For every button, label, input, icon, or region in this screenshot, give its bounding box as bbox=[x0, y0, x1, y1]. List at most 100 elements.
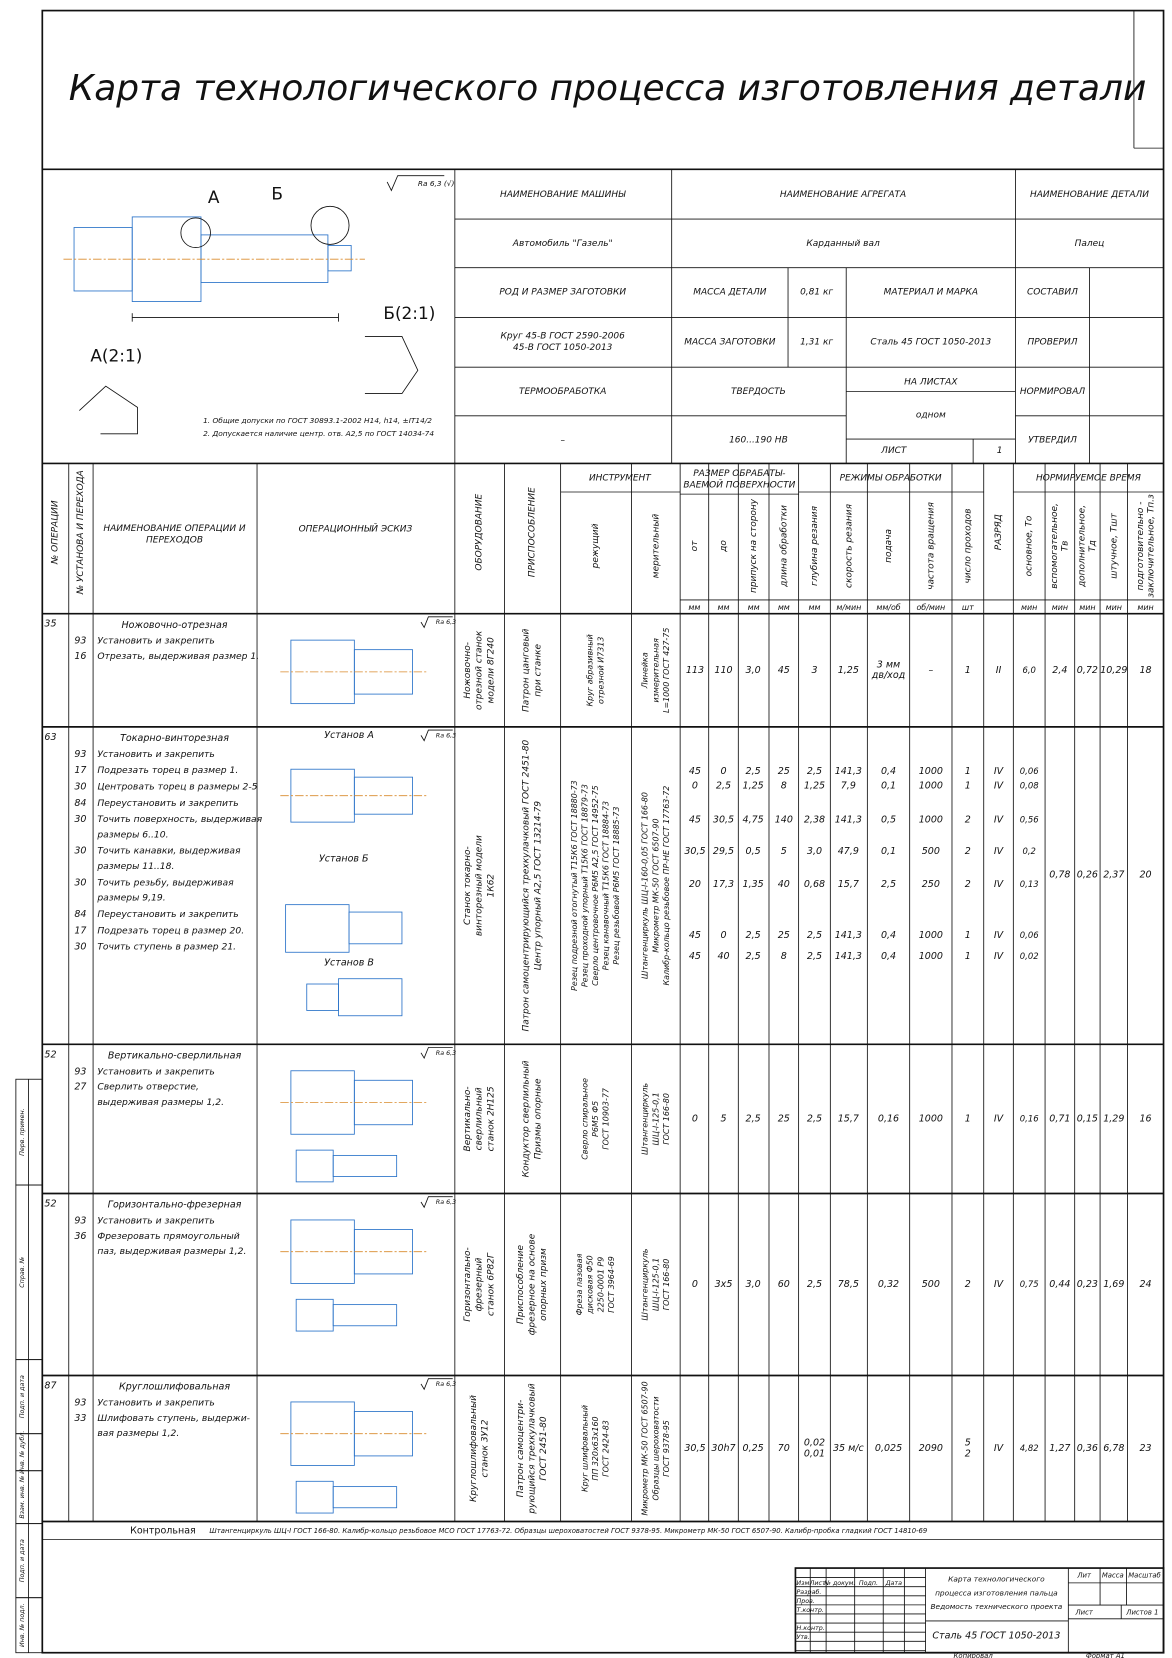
detail-circle bbox=[180, 217, 211, 249]
param: 4,82 bbox=[1020, 1443, 1039, 1453]
param: 2090 bbox=[919, 1443, 943, 1454]
param: 15,7 bbox=[838, 879, 859, 890]
param: 141,3 bbox=[835, 815, 862, 826]
param: 2,5 bbox=[807, 1279, 822, 1290]
param: 141,3 bbox=[835, 766, 862, 777]
measuring-tool: Калибр-кольцо резьбовое ПР-НЕ ГОСТ 17763… bbox=[662, 786, 671, 986]
step-code: 93 bbox=[74, 1398, 86, 1409]
param: 30,5 bbox=[684, 1443, 705, 1454]
equipment: станок 2Н125 bbox=[486, 1086, 496, 1151]
time: 0,71 bbox=[1049, 1113, 1070, 1124]
cutting-tool: дисковая Ф50 bbox=[586, 1255, 595, 1314]
param: 25 bbox=[778, 1113, 790, 1124]
param: 2,5 bbox=[881, 879, 896, 890]
fixture: Патрон самоцентрирующийся трехкулачковый… bbox=[522, 739, 532, 1031]
column-header: заключительное, Тп.з bbox=[1146, 494, 1156, 598]
param: 6,0 bbox=[1022, 665, 1035, 675]
column-header: ПРИСПОСОБЛЕНИЕ bbox=[528, 487, 538, 577]
detail-sketch bbox=[364, 336, 419, 395]
column-group: РАЗМЕР ОБРАБАТЫ- bbox=[693, 469, 785, 479]
param: 60 bbox=[778, 1279, 790, 1290]
fixture: опорных призм bbox=[539, 1248, 549, 1321]
fixture: ГОСТ 2451-80 bbox=[539, 1416, 549, 1481]
header-cell: Палец bbox=[1075, 239, 1105, 249]
cutting-tool: Резец подрезной отогнутый Т15К6 ГОСТ 188… bbox=[570, 780, 579, 991]
margin-label: Взам. инв. № bbox=[19, 1475, 26, 1518]
param: 2,5 bbox=[746, 1113, 761, 1124]
param: 30,5 bbox=[713, 815, 734, 826]
param: 25 bbox=[778, 930, 790, 941]
fixture: Приспособление bbox=[516, 1244, 526, 1324]
step-text: Установить и закрепить bbox=[97, 1398, 215, 1409]
measuring-tool: Линейка bbox=[641, 652, 650, 689]
step-text: размеры 9,19. bbox=[96, 893, 165, 904]
measuring-tool: ШЦ-I-125-0,1 bbox=[651, 1258, 660, 1311]
equipment: Круглошлифовальный bbox=[469, 1395, 479, 1502]
op-number: 52 bbox=[44, 1199, 56, 1210]
step-text: размеры 6..10. bbox=[96, 829, 168, 840]
stamp-label: Лит bbox=[1076, 1571, 1092, 1579]
time: 16 bbox=[1140, 1113, 1152, 1124]
text: 1. Общие допуски по ГОСТ 30893.1-2002 Н1… bbox=[203, 416, 432, 425]
step-text: размеры 11..18. bbox=[96, 861, 174, 872]
measuring-tool: Штангенциркуль ШЦ-I-160-0,05 ГОСТ 166-80 bbox=[641, 792, 650, 979]
param: 1000 bbox=[919, 781, 943, 792]
param: 110 bbox=[714, 665, 732, 676]
step-text: Сверлить отверстие, bbox=[97, 1082, 199, 1093]
op-name: Горизонтально-фрезерная bbox=[108, 1200, 242, 1211]
step-code: 30 bbox=[74, 846, 86, 857]
step-code: 84 bbox=[74, 909, 86, 920]
margin-label: Подп. и дата bbox=[19, 1375, 26, 1418]
cutting-tool: Сверло центровочное Р6М5 А2,5 ГОСТ 14952… bbox=[591, 785, 600, 986]
step-code: 93 bbox=[74, 636, 86, 647]
shape bbox=[332, 1486, 398, 1509]
step-text: вая размеры 1,2. bbox=[97, 1428, 179, 1439]
time: 20 bbox=[1140, 870, 1152, 881]
shape bbox=[327, 245, 352, 272]
measuring-tool: Образцы шероховатости bbox=[651, 1396, 660, 1500]
param: 45 bbox=[689, 815, 701, 826]
text: А(2:1) bbox=[90, 346, 142, 366]
param: 2,5 bbox=[807, 930, 822, 941]
param: 1,35 bbox=[743, 879, 764, 890]
param: 5 bbox=[965, 1438, 971, 1449]
header-cell: МАССА ЗАГОТОВКИ bbox=[684, 337, 776, 347]
step-text: Переустановить и закрепить bbox=[97, 798, 238, 809]
cutting-tool: ГОСТ 2424-83 bbox=[602, 1420, 611, 1477]
param: 1,25 bbox=[804, 781, 825, 792]
param: 0,5 bbox=[881, 815, 896, 826]
step-text: Отрезать, выдерживая размер 1. bbox=[97, 651, 259, 662]
step-text: Переустановить и закрепить bbox=[97, 909, 238, 920]
op-number: 52 bbox=[44, 1049, 56, 1060]
param: 0,01 bbox=[804, 1448, 825, 1459]
time: 2,37 bbox=[1103, 870, 1124, 881]
param: 2,5 bbox=[746, 930, 761, 941]
step-text: паз, выдерживая размеры 1,2. bbox=[97, 1246, 246, 1257]
header-cell: 0,81 кг bbox=[800, 288, 833, 298]
param: 47,9 bbox=[838, 846, 859, 857]
step-code: 16 bbox=[74, 651, 86, 662]
column-header: ОПЕРАЦИОННЫЙ ЭСКИЗ bbox=[299, 523, 413, 535]
equipment: станок 3У12 bbox=[480, 1419, 490, 1477]
measuring-tool: ШЦ-I-125-0,1 bbox=[651, 1092, 660, 1145]
param: 0,1 bbox=[881, 781, 896, 792]
param: 3 мм bbox=[877, 659, 900, 670]
param: 2 bbox=[965, 1448, 971, 1459]
roughness-mark bbox=[386, 175, 445, 192]
unit: мм bbox=[688, 603, 700, 612]
text: Б bbox=[271, 184, 283, 204]
step-text: Установить и закрепить bbox=[97, 636, 215, 647]
header-cell: – bbox=[560, 436, 565, 446]
param: 4,75 bbox=[743, 815, 764, 826]
step-text: Установить и закрепить bbox=[97, 749, 215, 760]
param: IV bbox=[994, 1443, 1005, 1454]
header-cell: ПРОВЕРИЛ bbox=[1027, 337, 1077, 347]
time: 2,4 bbox=[1052, 665, 1067, 676]
step-code: 30 bbox=[74, 814, 86, 825]
header-cell: НА ЛИСТАХ bbox=[904, 377, 958, 387]
stamp-material: Сталь 45 ГОСТ 1050-2013 bbox=[932, 1630, 1060, 1641]
param: 0,06 bbox=[1020, 930, 1039, 940]
cutting-tool: Круг абразивный bbox=[586, 634, 595, 706]
param: 3 bbox=[811, 665, 817, 676]
